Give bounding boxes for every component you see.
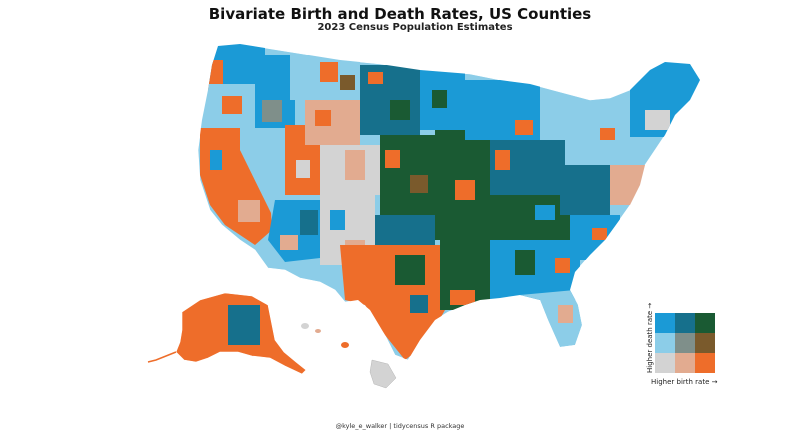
region-nc-orange bbox=[592, 228, 607, 240]
region-az-teal bbox=[300, 210, 318, 235]
region-sd-green bbox=[390, 100, 410, 120]
region-id bbox=[255, 55, 295, 135]
region-ok bbox=[375, 215, 435, 245]
region-nv bbox=[240, 128, 285, 215]
region-il-orange bbox=[495, 150, 510, 170]
region-mt-orange bbox=[320, 62, 338, 82]
region-or-orange bbox=[222, 96, 242, 114]
source-caption: @kyle_e_walker | tidycensus R package bbox=[335, 422, 465, 430]
region-mo-orange bbox=[455, 180, 475, 200]
legend-cell-r2c2 bbox=[695, 353, 715, 373]
legend-cell-r2c0 bbox=[655, 353, 675, 373]
legend-cell-r1c2 bbox=[695, 333, 715, 353]
region-wy bbox=[305, 100, 360, 145]
region-tx-teal bbox=[410, 295, 428, 313]
county-fills bbox=[200, 44, 700, 360]
region-id-grey bbox=[262, 100, 282, 122]
aleutian-islands bbox=[147, 351, 177, 363]
legend-cell-r0c1 bbox=[675, 313, 695, 333]
region-az-peach bbox=[280, 235, 298, 250]
region-mid-atlantic bbox=[610, 165, 645, 205]
map-title: Bivariate Birth and Death Rates, US Coun… bbox=[208, 5, 592, 23]
region-mi-orange bbox=[515, 120, 533, 135]
region-nd-orange bbox=[368, 72, 383, 84]
legend-cell-r0c0 bbox=[655, 313, 675, 333]
legend-cell-r2c1 bbox=[675, 353, 695, 373]
region-plains-orange bbox=[385, 150, 400, 168]
region-tn-blue bbox=[535, 205, 555, 220]
legend-cell-r0c2 bbox=[695, 313, 715, 333]
hawaii-island-oahu bbox=[315, 329, 321, 333]
legend-cell-r1c0 bbox=[655, 333, 675, 353]
region-ga-orange bbox=[555, 258, 570, 273]
region-fl bbox=[520, 290, 582, 347]
region-ca-peach bbox=[238, 200, 260, 222]
region-wy-orange bbox=[315, 110, 331, 126]
region-tx bbox=[340, 245, 445, 360]
bivariate-legend bbox=[655, 313, 715, 373]
legend-cell-r1c1 bbox=[675, 333, 695, 353]
region-nm-blue bbox=[330, 210, 345, 230]
map-subtitle: 2023 Census Population Estimates bbox=[317, 22, 513, 33]
region-mn-dk bbox=[432, 90, 447, 108]
region-al-green bbox=[515, 250, 535, 275]
legend-x-label: Higher birth rate → bbox=[651, 378, 718, 386]
region-fl-peach bbox=[558, 305, 573, 323]
region-ut-light bbox=[296, 160, 310, 178]
region-ca-blue bbox=[210, 150, 222, 170]
region-plains-brown bbox=[410, 175, 428, 193]
legend-y-label: Higher death rate → bbox=[646, 302, 654, 373]
hawaii-island-maui bbox=[341, 342, 349, 348]
region-wv-va bbox=[560, 165, 610, 215]
hawaii-island-kauai bbox=[301, 323, 309, 329]
region-mt-dk bbox=[340, 75, 355, 90]
region-co-peach bbox=[345, 150, 365, 180]
hawaii-island-big bbox=[369, 359, 397, 389]
region-la-orange bbox=[450, 290, 475, 305]
alaska-teal bbox=[228, 305, 260, 345]
region-ny-orange bbox=[600, 128, 615, 140]
region-ne-light bbox=[645, 110, 670, 130]
region-tx-green bbox=[395, 255, 425, 285]
hawaii bbox=[301, 323, 397, 389]
